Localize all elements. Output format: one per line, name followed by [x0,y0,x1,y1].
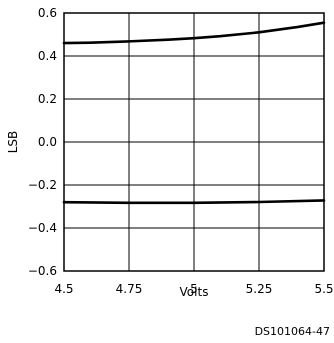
series-group [62,21,326,205]
x-tick-label: 5 [190,282,198,296]
x-tick-label: 5.25 [246,282,273,296]
x-axis-label: Volts [180,285,209,299]
series-line-1 [62,21,326,45]
y-tick-label: 0.6 [38,6,57,20]
x-tick-labels: 4.5 4.75 5 5.25 5.5 [54,282,333,296]
plot-frame [63,12,325,272]
x-tick-label: 4.5 [54,282,73,296]
y-tick-label: −0.4 [28,221,57,235]
y-tick-labels: 0.6 0.4 0.2 0.0 −0.2 −0.4 −0.6 [28,6,57,278]
series-line-2 [62,199,326,205]
y-tick-label: 0.2 [38,92,57,106]
y-tick-label: −0.6 [28,264,57,278]
y-axis-label: LSB [6,131,20,154]
figure-code: DS101064-47 [255,325,330,338]
y-tick-label: 0.0 [38,135,57,149]
x-tick-label: 5.5 [314,282,333,296]
y-tick-label: 0.4 [38,49,57,63]
y-tick-label: −0.2 [28,178,57,192]
grid [64,13,324,271]
x-tick-label: 4.75 [116,282,143,296]
